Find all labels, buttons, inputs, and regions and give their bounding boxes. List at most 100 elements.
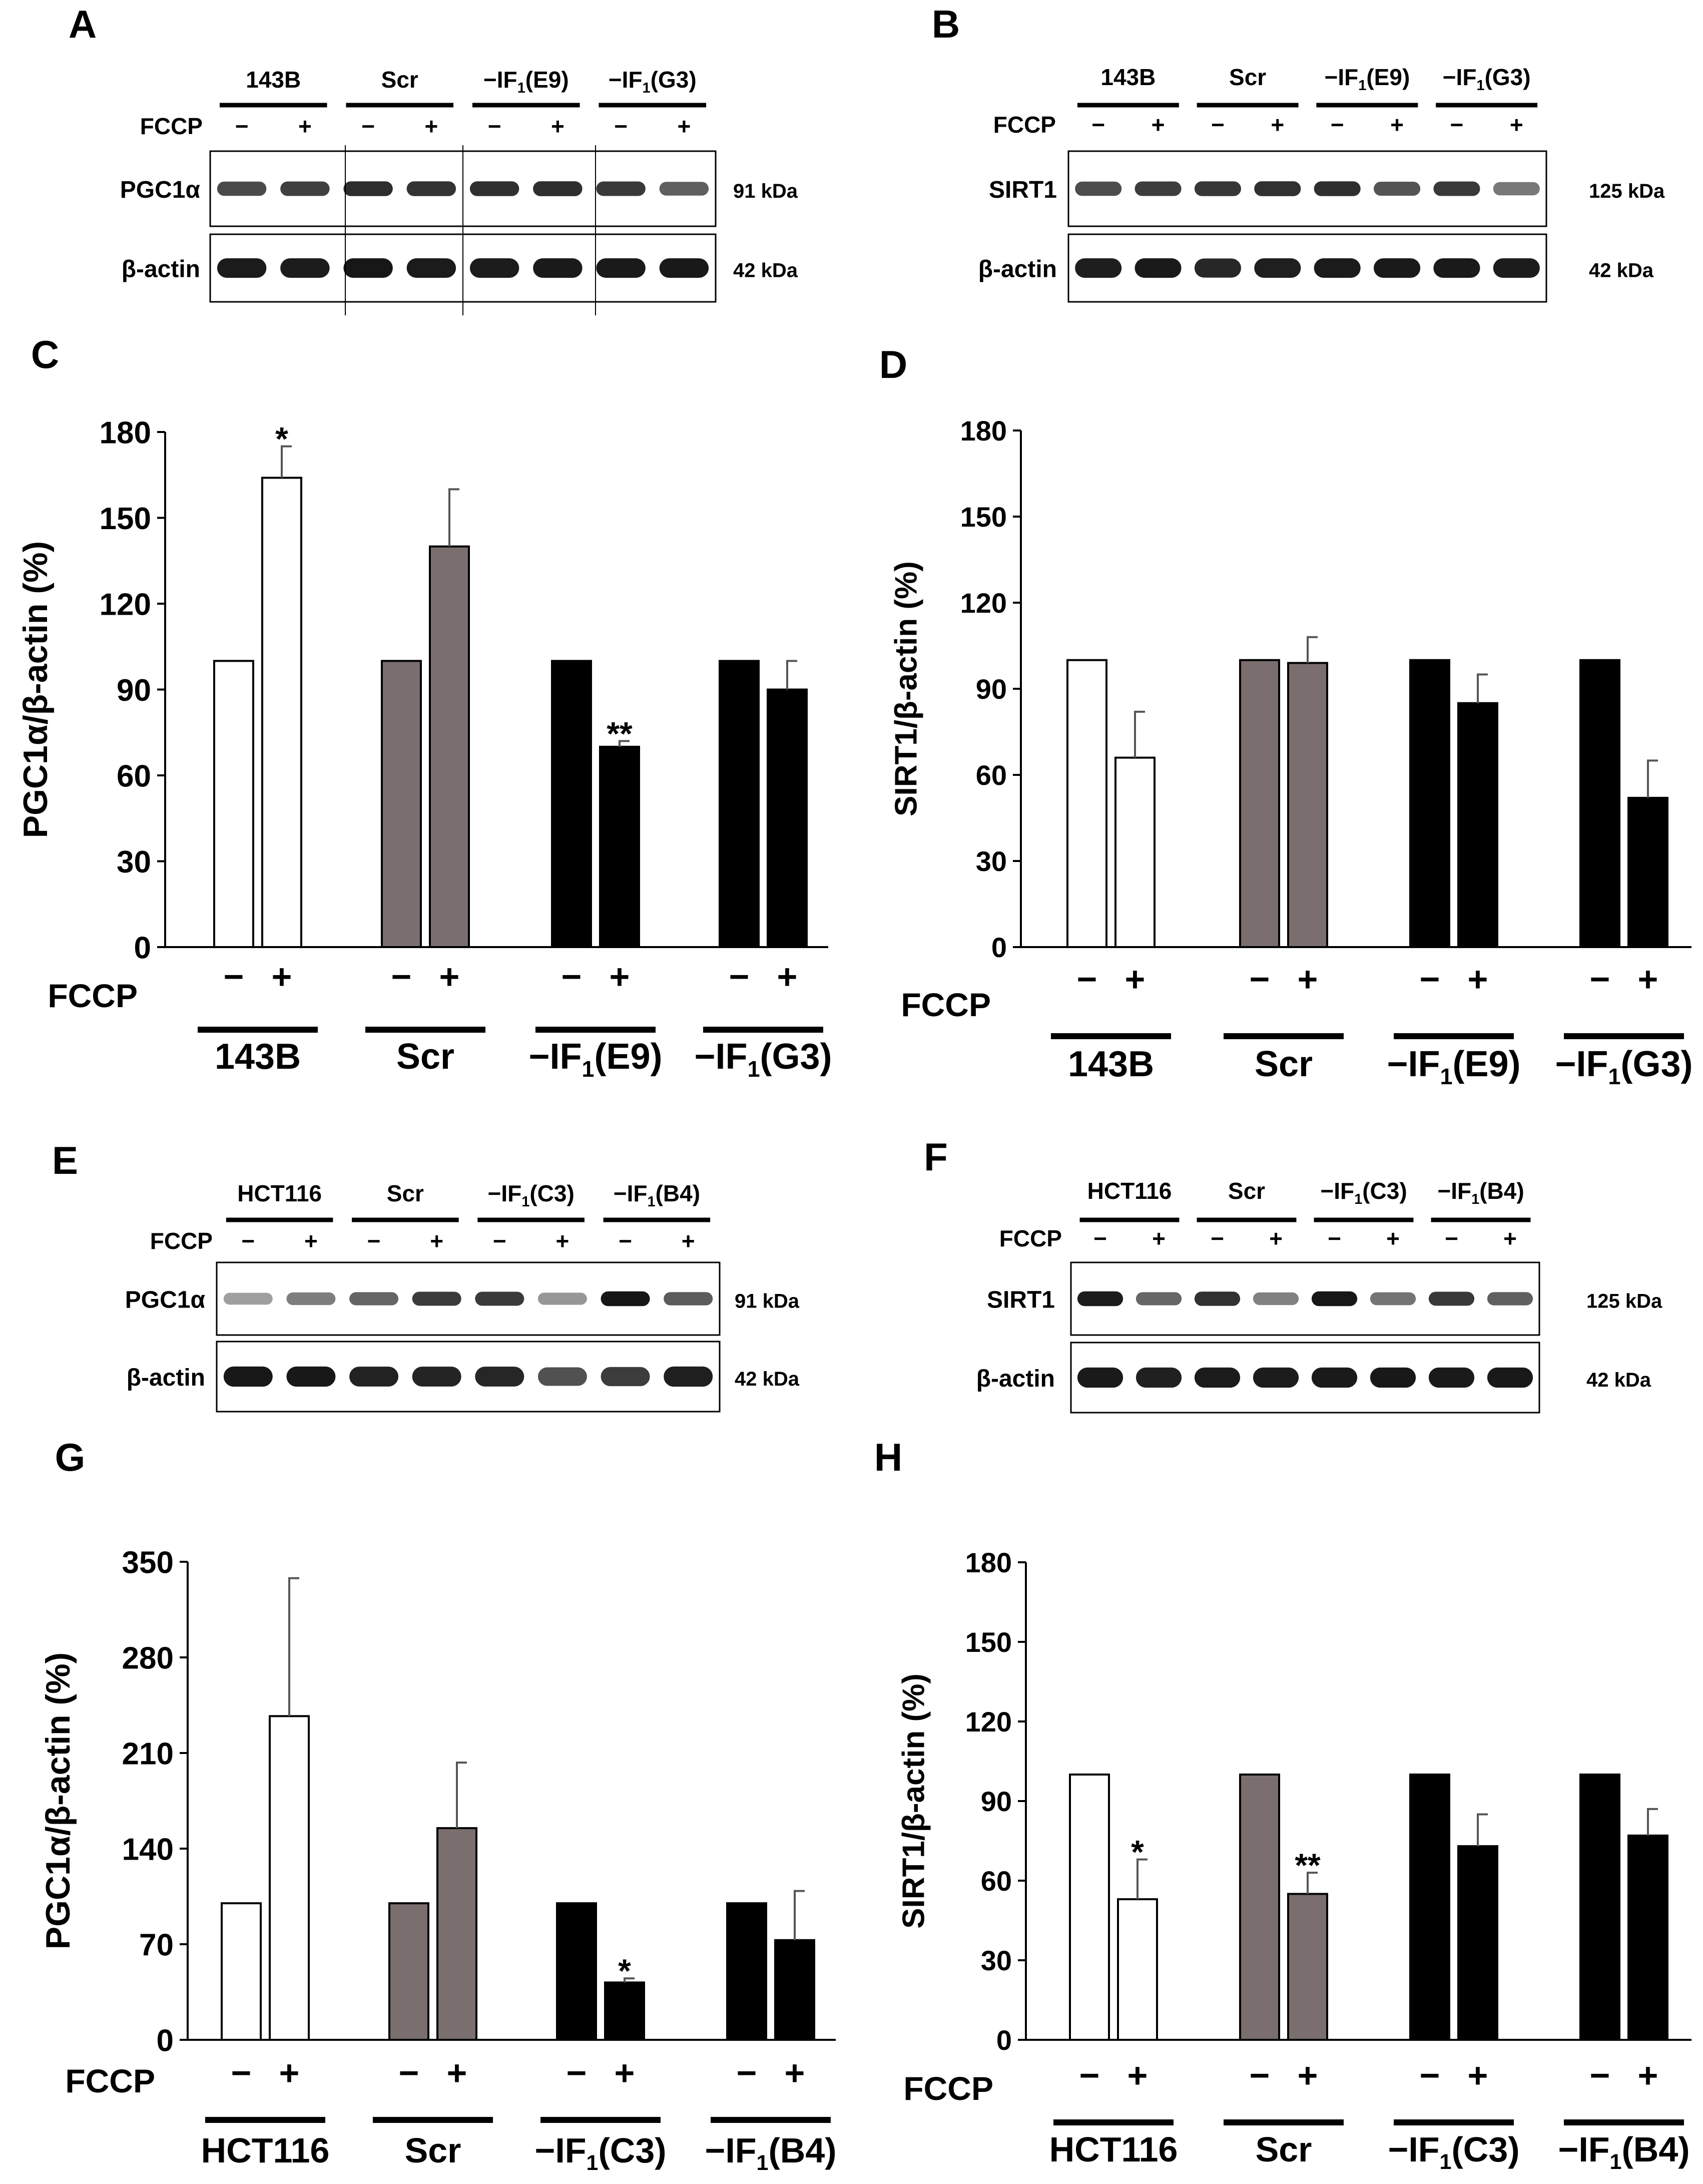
group-label: HCT116 [237,1180,322,1206]
fccp-minus: − [1091,112,1105,138]
y-tick-label: 60 [117,759,151,793]
blot-band [1134,258,1182,278]
y-tick-label: 70 [139,1928,174,1962]
y-tick-label: 90 [981,1786,1012,1817]
y-tick-label: 150 [965,1626,1012,1658]
y-axis-label: SIRT1/β-actin (%) [897,1673,931,1929]
fccp-minus: − [1077,960,1097,999]
group-label: −IF1(C3) [487,1180,574,1210]
group-label: 143B [1100,64,1156,90]
fccp-plus: + [785,2053,805,2092]
blot-band [659,182,709,196]
category-label: −IF1(G3) [1555,1044,1692,1089]
fccp-plus: + [424,113,438,139]
kda-label: 91 kDa [733,180,798,202]
y-tick-label: 0 [157,2023,174,2058]
blot-band [280,181,330,196]
fccp-plus: + [1390,112,1404,138]
fccp-minus: − [1445,1225,1458,1251]
group-label: −IF1(B4) [1437,1178,1524,1207]
bar-chart-H: H 0 30 60 90 120 150 180 SIRT1/β-actin (%) − * + HCT… [874,1435,1691,2174]
y-tick-label: 140 [122,1832,174,1867]
blot-row-label: SIRT1 [987,1287,1055,1314]
fccp-label: FCCP [993,112,1056,138]
blot-panel-F: F HCT116 Scr −IF1(C3) −IF1(B4) FCCP − + − + − + − + SI… [924,1135,1662,1414]
group-label: −IF1(B4) [614,1180,700,1210]
y-tick-label: 30 [981,1945,1012,1976]
fccp-minus: − [619,1228,632,1254]
blot-band [1075,258,1122,278]
fccp-label: FCCP [140,113,203,139]
y-tick-label: 30 [117,845,151,880]
blot-band [1136,1367,1182,1388]
panel-letter: E [52,1138,78,1182]
bar [1117,1898,1158,2041]
blot-band [1311,1367,1358,1388]
blot-band [1370,1292,1416,1305]
fccp-minus: − [235,113,249,139]
group-label: Scr [381,67,418,93]
fccp-minus: − [1420,2056,1440,2095]
group-label: −IF1(C3) [1320,1178,1407,1207]
fccp-plus: + [304,1228,318,1254]
blot-band [601,1367,650,1387]
fccp-plus: + [279,2053,300,2092]
category-label: Scr [405,2131,461,2170]
fccp-minus: − [566,2053,587,2092]
blot-band [1428,1291,1475,1306]
fccp-plus: + [777,957,798,996]
blot-row-label: β-actin [122,256,200,283]
bar [774,1939,815,2041]
bar [1457,1845,1498,2041]
bar [551,660,592,949]
fccp-minus: − [737,2053,757,2092]
fccp-minus: − [1331,112,1344,138]
bar [556,1902,597,2041]
blot-band [217,258,267,278]
blot-row-label: β-actin [978,256,1057,283]
fccp-label: FCCP [903,2070,993,2107]
blot-band [223,1366,273,1387]
blot-band [349,1292,399,1305]
blot-band [1311,1291,1358,1306]
blot-band [469,181,519,196]
y-axis-label: PGC1α/β-actin (%) [17,541,55,838]
blot-band [1075,181,1122,196]
fccp-label: FCCP [901,986,991,1023]
blot-panel-B: B 143B Scr −IF1(E9) −IF1(G3) FCCP − + − + − + − + SIRT… [932,2,1665,303]
fccp-minus: − [399,2053,419,2092]
blot-band [1433,258,1480,278]
bar-chart-C: C 0 30 60 90 120 150 180 PGC1α/β-actin (%) − * +143… [17,332,832,1082]
blot-band [406,258,456,278]
bar [436,1827,477,2041]
bar [429,545,470,948]
category-label: HCT116 [1049,2130,1178,2169]
fccp-plus: + [1127,2056,1148,2095]
blot-band [349,1367,399,1387]
panel-letter: B [932,2,960,46]
fccp-minus: − [391,957,412,996]
category-label: HCT116 [201,2131,330,2170]
kda-label: 42 kDa [733,260,798,282]
fccp-plus: + [1298,2056,1318,2095]
fccp-minus: − [1328,1225,1341,1251]
blot-band [1314,258,1361,278]
blot-band [217,181,267,196]
fccp-minus: − [1250,960,1270,999]
fccp-plus: + [1468,2056,1488,2095]
blot-band [1254,181,1301,196]
panel-letter: C [31,332,59,376]
blot-band [1314,181,1361,196]
category-label: −IF1(C3) [1388,2130,1519,2174]
blot-band [1194,1367,1241,1388]
blot-row-label: PGC1α [120,177,201,203]
kda-label: 91 kDa [735,1290,800,1313]
bar [1287,1893,1328,2041]
fccp-label: FCCP [150,1228,213,1254]
category-label: −IF1(B4) [1558,2130,1689,2174]
y-tick-label: 180 [100,415,151,450]
blot-band [533,181,583,196]
fccp-minus: − [241,1228,255,1254]
fccp-label: FCCP [48,977,138,1014]
